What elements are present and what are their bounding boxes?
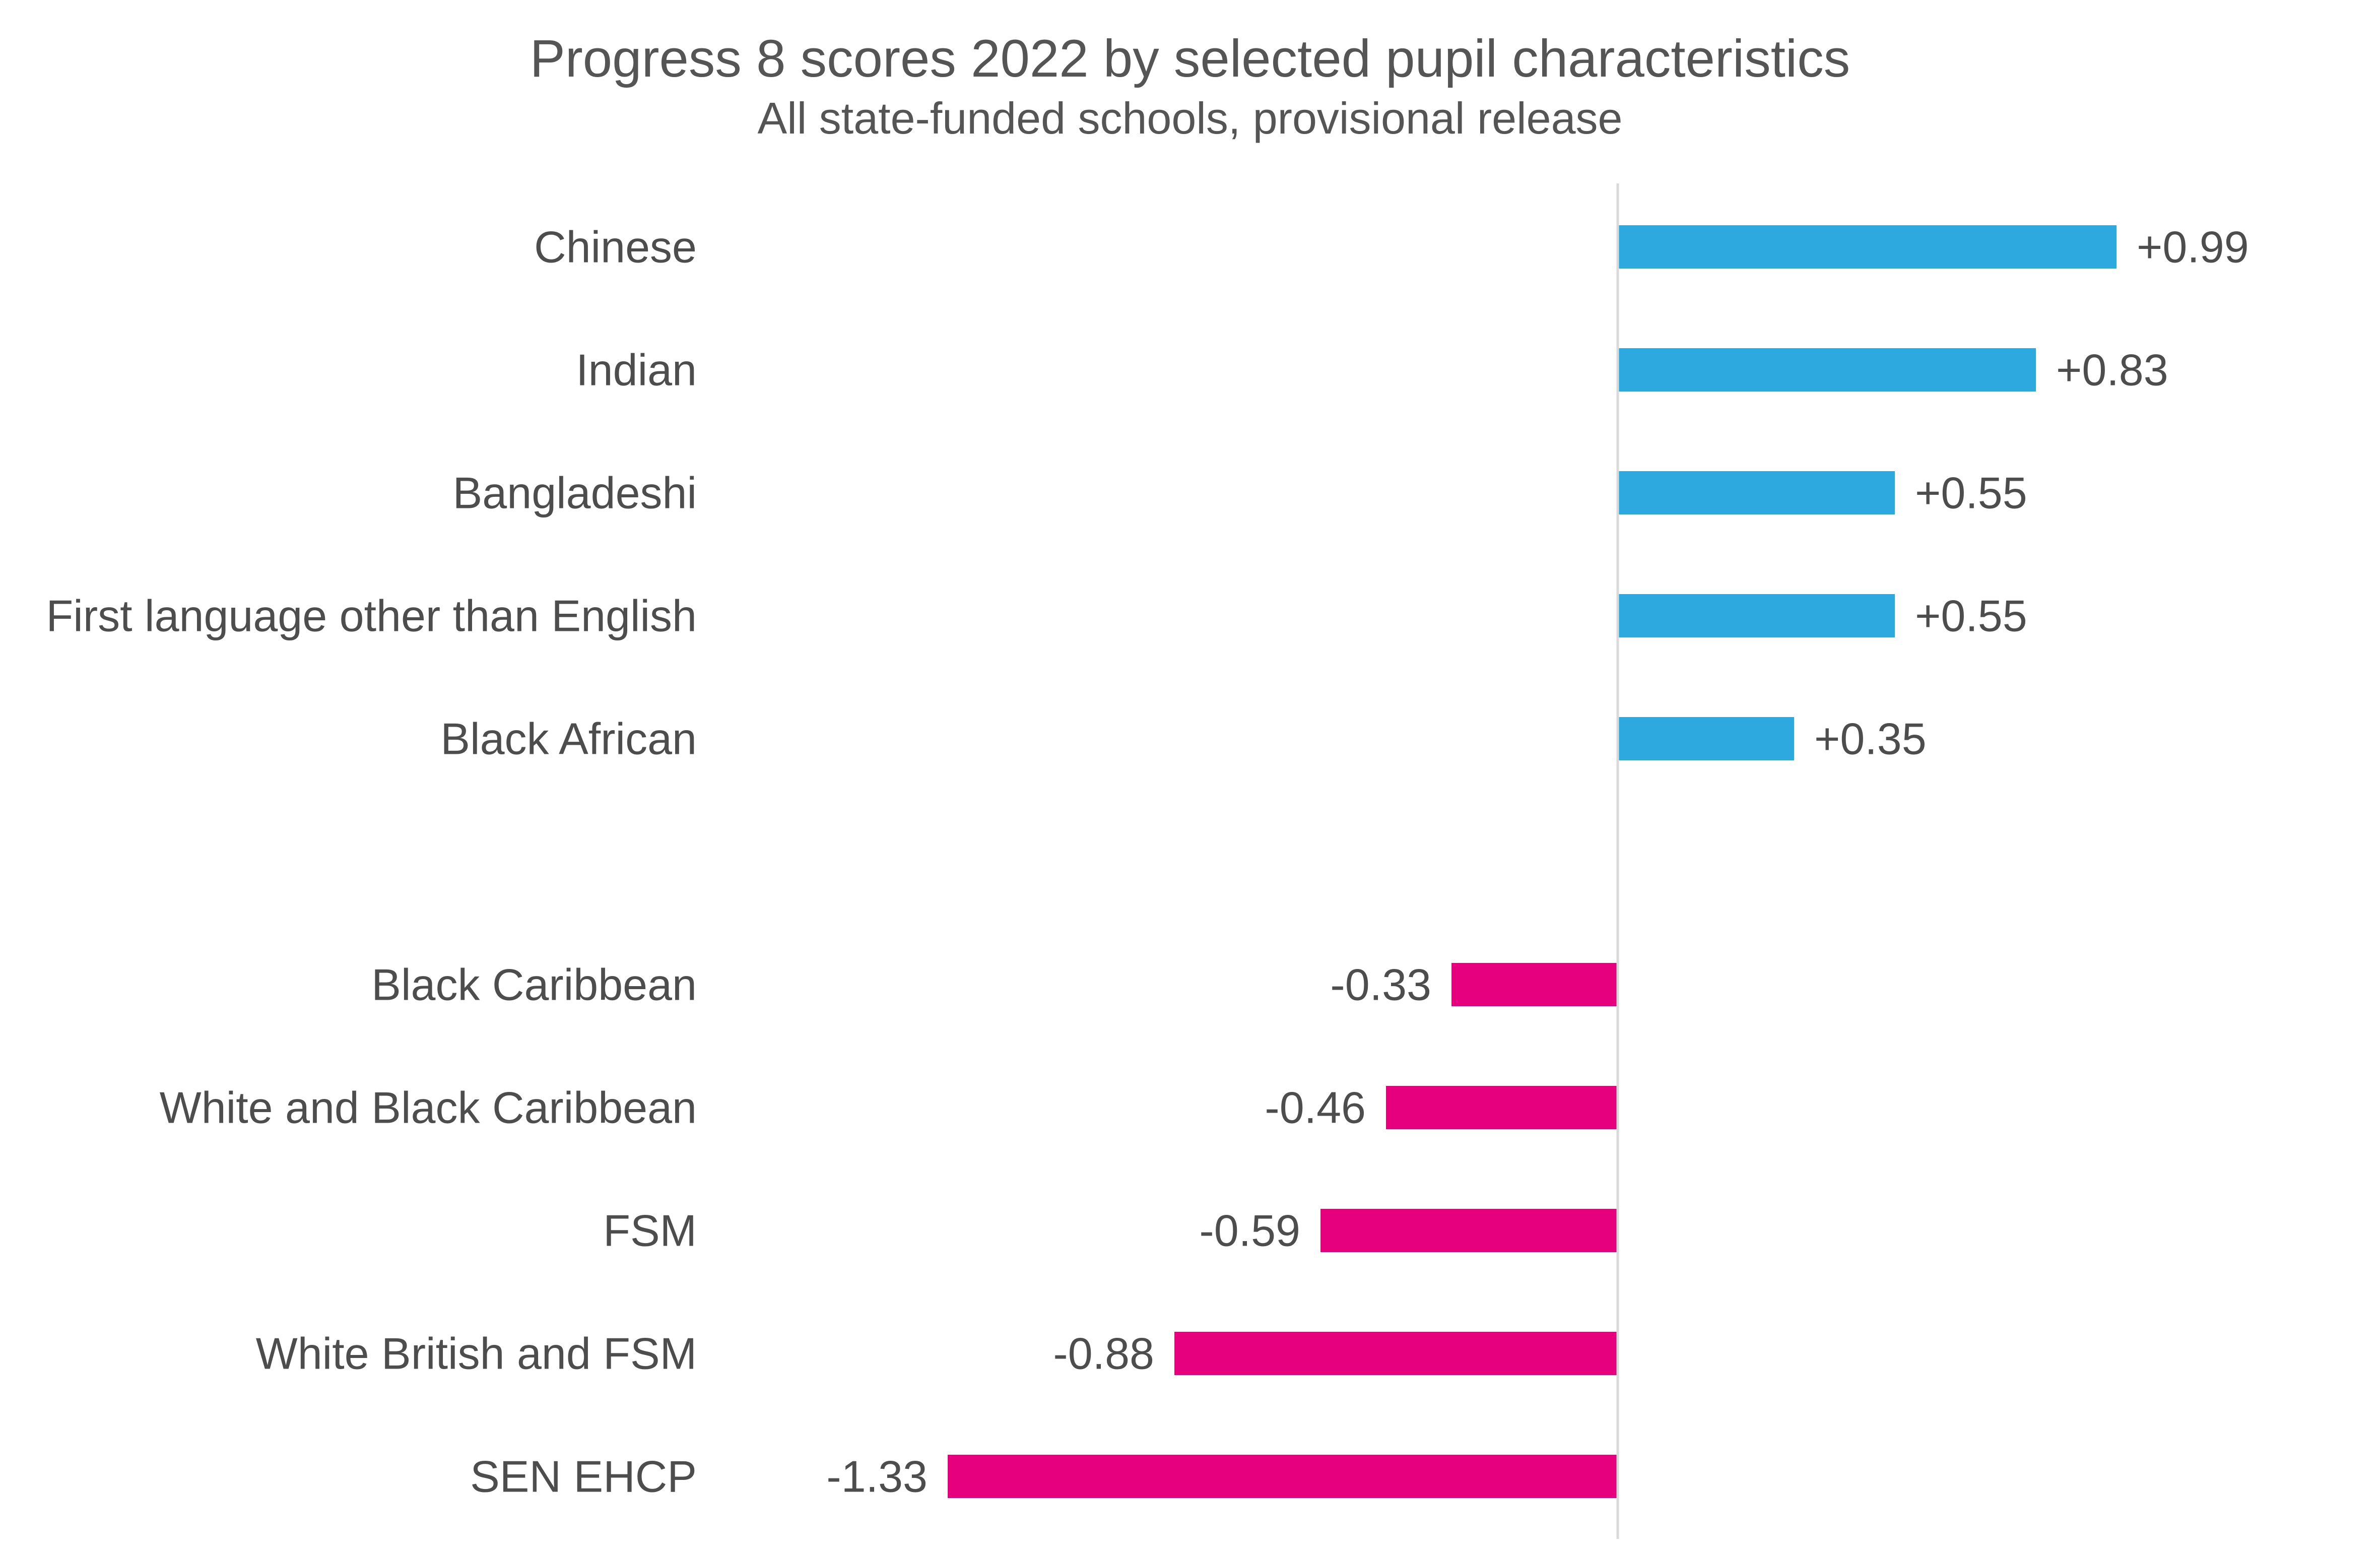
category-label: Black Caribbean — [371, 960, 697, 1010]
bar — [1618, 471, 1895, 514]
data-label: -0.33 — [1330, 960, 1431, 1010]
category-label: First language other than English — [46, 591, 697, 641]
data-label: +0.35 — [1814, 714, 1927, 764]
data-label: -0.59 — [1199, 1206, 1300, 1256]
labels-layer: Chinese +0.99 Indian +0.83 Bangladeshi +0.55 F… — [46, 222, 2249, 1502]
bar — [1174, 1332, 1618, 1375]
data-label: -0.46 — [1265, 1083, 1366, 1133]
category-label: White and Black Caribbean — [160, 1083, 697, 1133]
category-label: Chinese — [534, 222, 697, 272]
data-label: +0.99 — [2137, 222, 2249, 272]
bar — [1618, 348, 2036, 392]
bar — [1451, 963, 1618, 1006]
bars-layer — [948, 225, 2117, 1498]
data-label: -1.33 — [826, 1452, 928, 1502]
category-label: Bangladeshi — [453, 468, 697, 518]
category-label: SEN EHCP — [470, 1452, 697, 1502]
data-label: +0.83 — [2056, 345, 2168, 395]
bar — [1320, 1209, 1618, 1252]
data-label: +0.55 — [1915, 468, 2027, 518]
chart-subtitle: All state-funded schools, provisional re… — [757, 93, 1623, 143]
category-label: Black African — [440, 714, 697, 764]
bar — [1618, 717, 1794, 760]
chart-title: Progress 8 scores 2022 by selected pupil… — [530, 29, 1850, 88]
category-label: FSM — [603, 1206, 697, 1256]
bar — [948, 1455, 1618, 1498]
category-label: Indian — [576, 345, 697, 395]
category-label: White British and FSM — [256, 1329, 697, 1379]
bar — [1618, 594, 1895, 637]
bar — [1386, 1086, 1618, 1129]
bar — [1618, 225, 2117, 269]
data-label: -0.88 — [1053, 1329, 1154, 1379]
data-label: +0.55 — [1915, 591, 2027, 641]
